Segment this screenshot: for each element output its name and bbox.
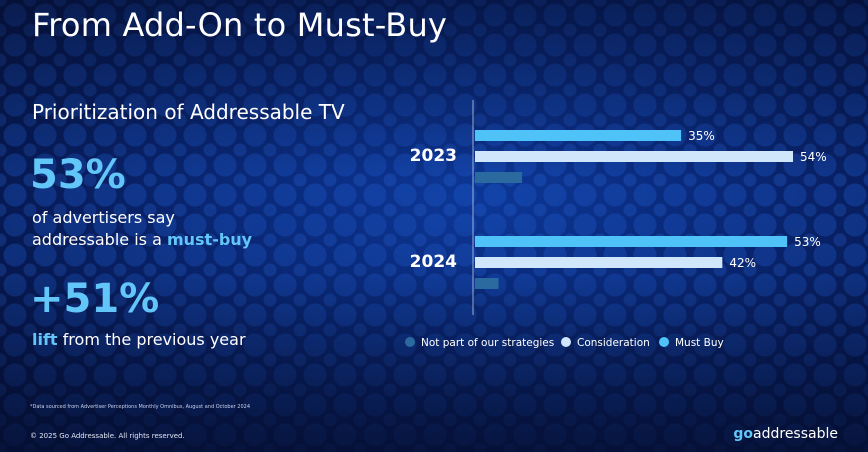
stat-lift-highlight: lift <box>32 330 58 349</box>
stat-desc-line2: addressable is a must-buy <box>32 229 252 251</box>
stat-lift-description: lift from the previous year <box>32 330 246 349</box>
stat-desc-line1: of advertisers say <box>32 208 175 227</box>
stat-must-buy-value: 53% <box>30 152 126 198</box>
legend-label-must-buy: Must Buy <box>675 337 724 349</box>
legend-label-not-part-of-our-strategies: Not part of our strategies <box>421 337 554 349</box>
legend-label-consideration: Consideration <box>577 337 650 349</box>
stat-desc-line2-text: addressable is a <box>32 230 167 249</box>
category-label-2024: 2024 <box>410 252 457 272</box>
legend-swatch-must-buy <box>659 337 669 347</box>
legend-swatch-not-part-of-our-strategies <box>405 337 415 347</box>
bar-consideration-2024 <box>475 257 723 268</box>
logo-rest: addressable <box>753 426 838 442</box>
bar-must-buy-2023 <box>475 130 682 141</box>
data-label-must-buy-2024: 53% <box>794 235 821 249</box>
data-label-must-buy-2023: 35% <box>688 129 715 143</box>
category-label-2023: 2023 <box>410 146 457 166</box>
copyright: © 2025 Go Addressable. All rights reserv… <box>30 432 185 440</box>
stat-lift-text: from the previous year <box>57 330 246 349</box>
bar-not-part-of-our-strategies-2024 <box>475 278 499 289</box>
bar-not-part-of-our-strategies-2023 <box>475 172 523 183</box>
footnote: *Data sourced from Advertiser Perception… <box>30 404 251 410</box>
brand-logo: goaddressable <box>733 426 838 442</box>
stat-lift-value: +51% <box>30 276 160 322</box>
stat-must-buy-description: of advertisers say addressable is a must… <box>32 207 252 251</box>
bar-must-buy-2024 <box>475 236 788 247</box>
data-label-consideration-2024: 42% <box>729 256 756 270</box>
slide-title: From Add-On to Must-Buy <box>32 6 448 44</box>
chart-marks: 2023 35% 54% 2024 53% 42% <box>410 129 827 289</box>
bar-consideration-2023 <box>475 151 793 162</box>
legend-swatch-consideration <box>561 337 571 347</box>
slide-subtitle: Prioritization of Addressable TV <box>32 100 345 124</box>
stat-desc-highlight: must-buy <box>166 230 253 249</box>
chart-legend: Not part of our strategies Consideration M… <box>405 337 724 349</box>
data-label-consideration-2023: 54% <box>800 150 827 164</box>
logo-go: go <box>733 426 754 442</box>
